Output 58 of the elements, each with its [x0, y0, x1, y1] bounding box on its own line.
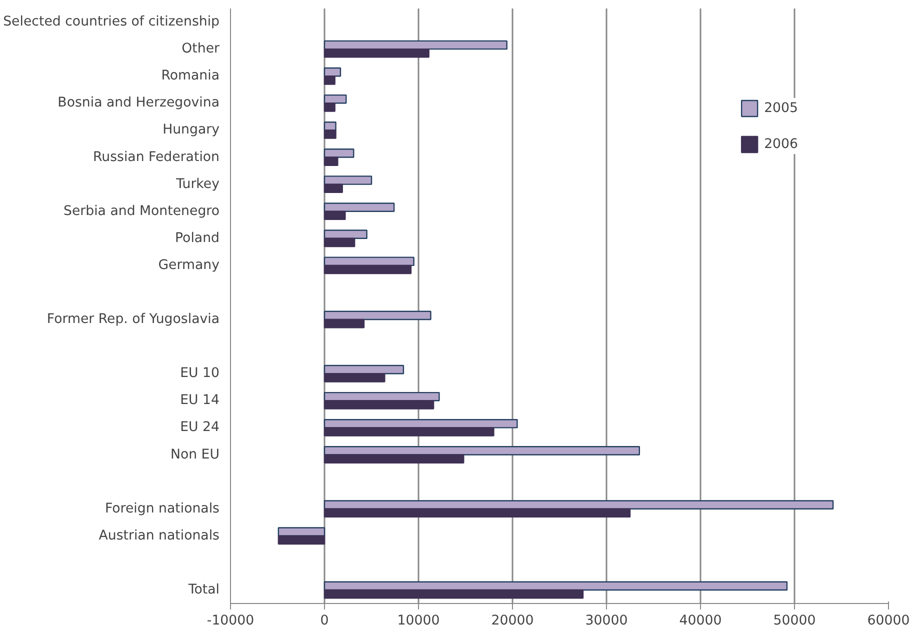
y-tick-label: EU 24 [180, 420, 220, 436]
bar [324, 40, 508, 50]
bar [278, 535, 326, 545]
legend-label: 2005 [764, 100, 798, 116]
y-tick-label: Other [182, 42, 220, 57]
bar [324, 400, 434, 410]
bar [324, 264, 412, 274]
y-tick-label: EU 10 [180, 366, 220, 382]
bar [324, 148, 354, 158]
bar [324, 94, 347, 104]
bar [324, 202, 395, 212]
y-tick-label: Non EU [170, 447, 220, 462]
bar [324, 446, 640, 456]
bar [324, 318, 365, 328]
bar [324, 184, 343, 194]
bar [324, 102, 336, 112]
y-tick-label: Romania [161, 68, 220, 84]
bar [324, 238, 356, 248]
x-tick-label: 50000 [773, 614, 816, 627]
y-tick-label: Hungary [162, 122, 220, 138]
bar [324, 256, 414, 266]
bar [324, 130, 336, 139]
x-tick-label: 0 [320, 614, 329, 627]
y-tick-label: Selected countries of citizenship [3, 14, 220, 30]
legend-label: 2006 [764, 136, 798, 152]
y-tick-label: Bosnia and Herzegovina [58, 96, 220, 111]
y-tick-label: Germany [158, 258, 220, 273]
bar [324, 310, 432, 320]
bar [324, 210, 346, 220]
bar [324, 500, 834, 510]
y-tick-label: Foreign nationals [104, 501, 220, 516]
bar [324, 373, 386, 382]
bar [324, 76, 336, 85]
x-tick-label: -10000 [206, 614, 254, 627]
bar [324, 427, 494, 436]
bar [324, 454, 464, 464]
y-tick-label: Serbia and Montenegro [64, 204, 220, 219]
y-tick-label: Turkey [175, 176, 220, 192]
bar [278, 527, 326, 536]
bar [324, 589, 584, 599]
x-tick-label: 40000 [679, 614, 722, 627]
bar [324, 508, 631, 518]
y-tick-label: Russian Federation [92, 150, 220, 165]
x-tick-label: 20000 [491, 614, 534, 627]
bar [324, 230, 368, 239]
x-tick-label: 60000 [867, 614, 910, 627]
bar [324, 176, 372, 185]
x-tick-label: 30000 [585, 614, 628, 627]
bar [324, 581, 788, 591]
y-tick-label: Poland [175, 230, 220, 246]
x-tick-label: 10000 [397, 614, 440, 627]
y-tick-label: Former Rep. of Yugoslavia [46, 312, 220, 328]
y-tick-label: Austrian nationals [98, 528, 220, 544]
bar [324, 67, 342, 77]
y-tick-label: Total [187, 582, 220, 598]
y-tick-label: EU 14 [180, 393, 220, 408]
bar [324, 156, 338, 166]
bar [324, 48, 430, 58]
